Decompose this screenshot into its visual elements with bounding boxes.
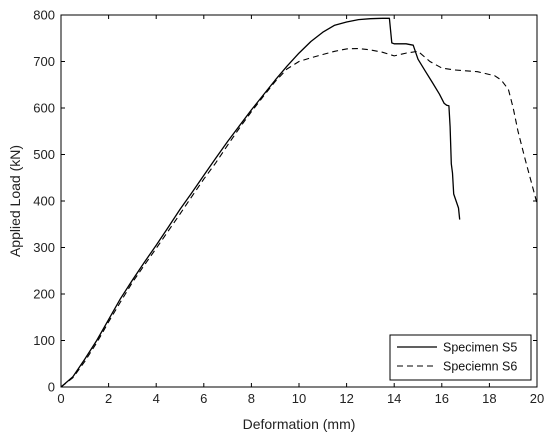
y-tick-label: 700 [33, 54, 55, 69]
y-tick-label: 600 [33, 101, 55, 116]
series-layer [60, 17, 538, 388]
x-tick-label: 10 [292, 391, 306, 406]
legend-label-speciemn-s6: Speciemn S6 [443, 360, 517, 374]
x-tick-label: 16 [435, 391, 449, 406]
plot-area-background [61, 15, 537, 387]
legend: Specimen S5 Speciemn S6 [389, 334, 532, 381]
y-tick-label: 200 [33, 287, 55, 302]
y-tick-label: 400 [33, 194, 55, 209]
x-tick-label: 18 [482, 391, 496, 406]
series-line-specimen-s5 [60, 17, 461, 388]
y-tick-label: 500 [33, 147, 55, 162]
legend-label-specimen-s5: Specimen S5 [443, 341, 517, 355]
legend-box [389, 334, 532, 381]
y-tick-label: 100 [33, 333, 55, 348]
tick-layer: 0 2 4 6 8 10 12 14 16 18 2001002003004005006007008… [33, 8, 544, 407]
x-tick-label: 12 [339, 391, 353, 406]
x-tick-label: 14 [387, 391, 401, 406]
x-tick-label: 4 [153, 391, 160, 406]
y-axis-label: Applied Load (kN) [7, 145, 23, 257]
y-tick-label: 300 [33, 240, 55, 255]
x-tick-label: 6 [200, 391, 207, 406]
y-tick-label: 800 [33, 8, 55, 23]
series-line-speciemn-s6 [60, 47, 538, 388]
x-axis-label: Deformation (mm) [243, 416, 356, 432]
x-tick-label: 0 [57, 391, 64, 406]
x-tick-label: 2 [105, 391, 112, 406]
x-tick-label: 20 [530, 391, 544, 406]
x-tick-label: 8 [248, 391, 255, 406]
y-tick-label: 0 [48, 380, 55, 395]
